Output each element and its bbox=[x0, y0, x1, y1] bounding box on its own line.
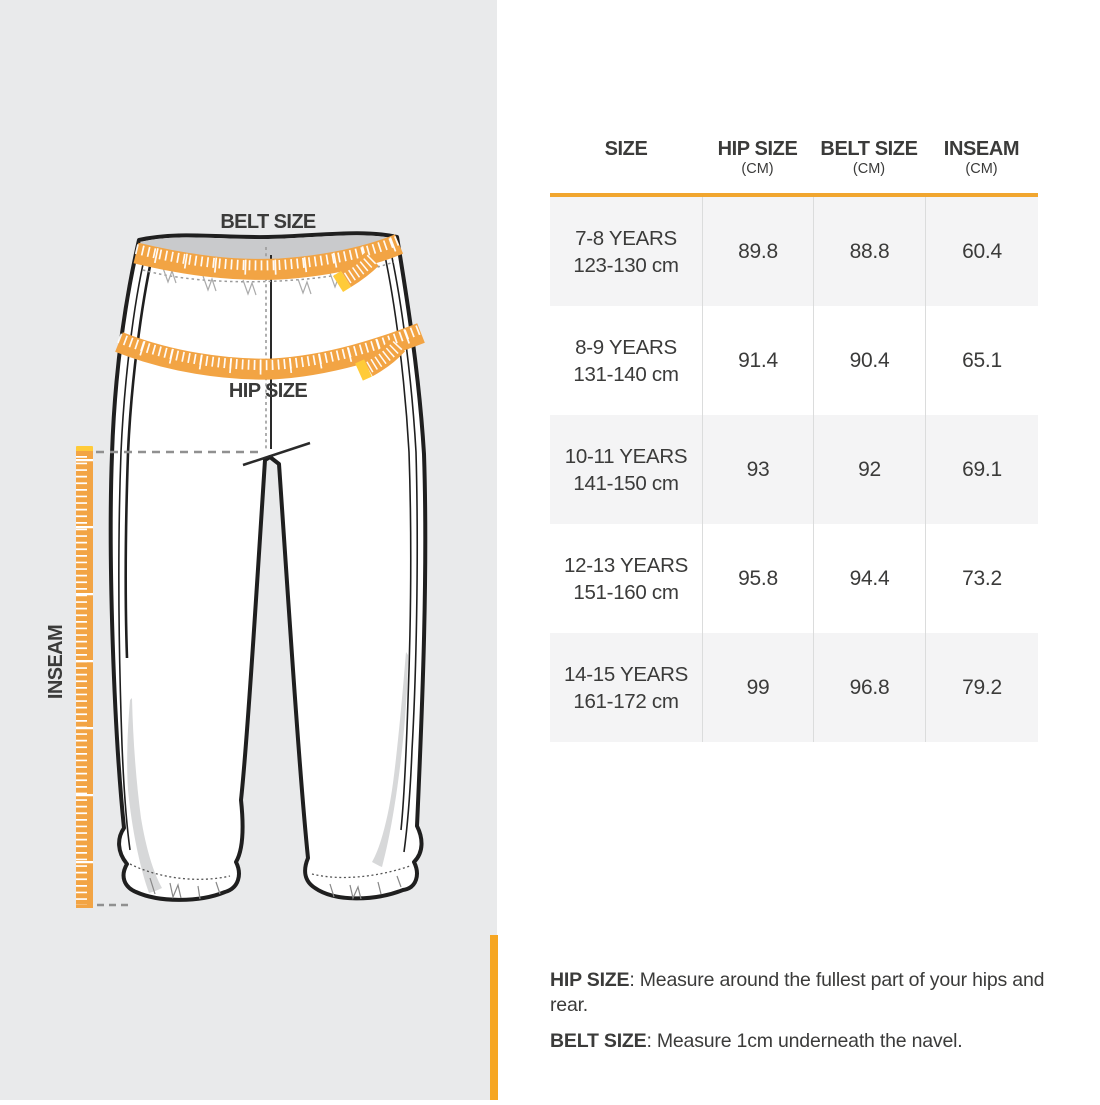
table-row: 10-11 YEARS 141-150 cm 93 92 69.1 bbox=[550, 415, 1038, 524]
age-range: 7-8 YEARS bbox=[575, 226, 677, 250]
measurement-notes: HIP SIZE: Measure around the fullest par… bbox=[550, 968, 1080, 1065]
size-cell: 14-15 YEARS 161-172 cm bbox=[550, 633, 702, 742]
pants-outline bbox=[108, 231, 428, 902]
height-range: 161-172 cm bbox=[573, 689, 679, 713]
header-hip-size: HIP SIZE (CM) bbox=[702, 132, 813, 193]
hip-value: 89.8 bbox=[702, 197, 813, 306]
belt-value: 88.8 bbox=[813, 197, 925, 306]
hip-size-label: HIP SIZE bbox=[229, 380, 307, 402]
hip-value: 99 bbox=[702, 633, 813, 742]
hip-value: 93 bbox=[702, 415, 813, 524]
height-range: 151-160 cm bbox=[573, 580, 679, 604]
note-term: HIP SIZE bbox=[550, 969, 630, 991]
size-cell: 12-13 YEARS 151-160 cm bbox=[550, 524, 702, 633]
cuff-stitching bbox=[129, 863, 411, 900]
belt-tape bbox=[133, 234, 404, 293]
belt-size-label: BELT SIZE bbox=[220, 211, 316, 233]
height-range: 141-150 cm bbox=[573, 471, 679, 495]
right-leg-shading bbox=[372, 652, 408, 867]
age-range: 10-11 YEARS bbox=[564, 444, 688, 468]
left-leg-shading bbox=[127, 698, 162, 893]
accent-bar bbox=[490, 935, 498, 1100]
center-seam bbox=[242, 247, 311, 467]
size-cell: 7-8 YEARS 123-130 cm bbox=[550, 197, 702, 306]
inseam-value: 60.4 bbox=[925, 197, 1038, 306]
header-size: SIZE bbox=[550, 132, 702, 193]
inseam-value: 79.2 bbox=[925, 633, 1038, 742]
belt-value: 92 bbox=[813, 415, 925, 524]
header-label: BELT SIZE bbox=[820, 138, 918, 160]
size-cell: 8-9 YEARS 131-140 cm bbox=[550, 306, 702, 415]
hip-size-note: HIP SIZE: Measure around the fullest par… bbox=[550, 968, 1080, 1018]
header-label: INSEAM bbox=[943, 138, 1020, 160]
hip-value: 95.8 bbox=[702, 524, 813, 633]
belt-size-note: BELT SIZE: Measure 1cm underneath the na… bbox=[550, 1029, 1080, 1054]
size-table: SIZE HIP SIZE (CM) BELT SIZE (CM) INSEAM… bbox=[550, 132, 1038, 742]
header-belt-size: BELT SIZE (CM) bbox=[813, 132, 925, 193]
note-text: : Measure 1cm underneath the navel. bbox=[646, 1030, 963, 1052]
inseam-label: INSEAM bbox=[45, 625, 67, 699]
header-label: HIP SIZE bbox=[717, 138, 798, 160]
header-unit: (CM) bbox=[852, 161, 886, 177]
inseam-ruler bbox=[76, 446, 93, 908]
belt-value: 96.8 bbox=[813, 633, 925, 742]
illustration-panel: BELT SIZE HIP SIZE INSEAM bbox=[0, 0, 497, 1100]
header-rule bbox=[550, 193, 1038, 197]
inseam-value: 65.1 bbox=[925, 306, 1038, 415]
size-cell: 10-11 YEARS 141-150 cm bbox=[550, 415, 702, 524]
age-range: 8-9 YEARS bbox=[575, 335, 677, 359]
note-text: : Measure around the fullest part of you… bbox=[550, 969, 1045, 1016]
age-range: 12-13 YEARS bbox=[564, 553, 688, 577]
table-row: 12-13 YEARS 151-160 cm 95.8 94.4 73.2 bbox=[550, 524, 1038, 633]
table-row: 8-9 YEARS 131-140 cm 91.4 90.4 65.1 bbox=[550, 306, 1038, 415]
header-inseam: INSEAM (CM) bbox=[925, 132, 1038, 193]
height-range: 123-130 cm bbox=[573, 253, 679, 277]
hip-tape bbox=[115, 323, 425, 381]
header-unit: (CM) bbox=[741, 161, 774, 177]
table-header-row: SIZE HIP SIZE (CM) BELT SIZE (CM) INSEAM… bbox=[550, 132, 1038, 193]
hip-value: 91.4 bbox=[702, 306, 813, 415]
height-range: 131-140 cm bbox=[573, 362, 679, 386]
header-unit: (CM) bbox=[965, 161, 998, 177]
guide-lines bbox=[96, 450, 260, 907]
pants-measurement-diagram: BELT SIZE HIP SIZE INSEAM bbox=[45, 211, 428, 908]
table-body: 7-8 YEARS 123-130 cm 89.8 88.8 60.4 8-9 … bbox=[550, 197, 1038, 742]
age-range: 14-15 YEARS bbox=[564, 662, 688, 686]
header-label: SIZE bbox=[604, 138, 648, 160]
belt-value: 94.4 bbox=[813, 524, 925, 633]
belt-value: 90.4 bbox=[813, 306, 925, 415]
note-term: BELT SIZE bbox=[550, 1030, 647, 1052]
table-row: 14-15 YEARS 161-172 cm 99 96.8 79.2 bbox=[550, 633, 1038, 742]
inseam-value: 69.1 bbox=[925, 415, 1038, 524]
table-row: 7-8 YEARS 123-130 cm 89.8 88.8 60.4 bbox=[550, 197, 1038, 306]
inseam-value: 73.2 bbox=[925, 524, 1038, 633]
